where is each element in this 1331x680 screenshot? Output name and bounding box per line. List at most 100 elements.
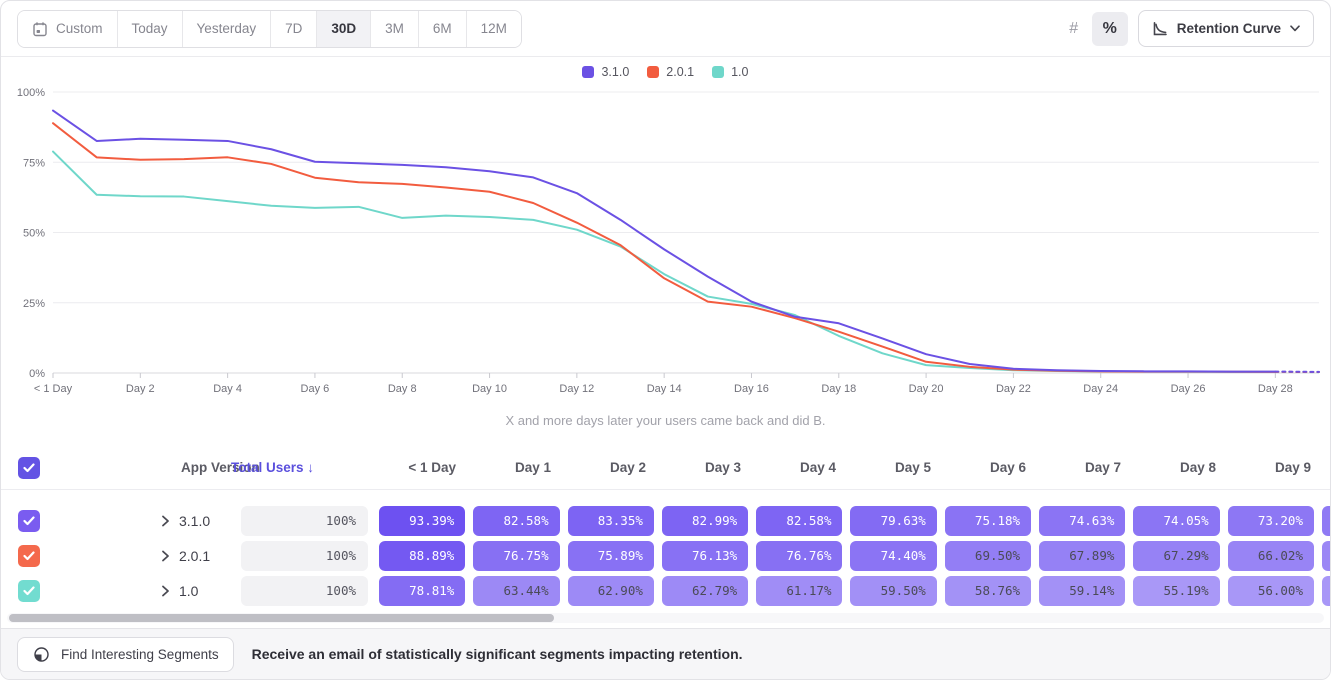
app-version-label: 3.1.0 (179, 512, 211, 529)
retention-cell[interactable]: 83.35% (567, 505, 654, 536)
calendar-icon (32, 21, 48, 37)
column-header-day[interactable]: Day 7 (1084, 460, 1121, 475)
range-label: 12M (480, 21, 507, 36)
retention-cell[interactable]: 67.29% (1133, 540, 1220, 571)
retention-cell[interactable]: 62.79% (661, 575, 749, 606)
range-12m[interactable]: 12M (466, 10, 521, 47)
retention-cell[interactable]: 55.19% (1133, 575, 1220, 606)
select-all-checkbox[interactable] (18, 456, 40, 479)
retention-cell[interactable]: 73.20% (1227, 505, 1314, 536)
column-header-day[interactable]: Day 4 (799, 460, 836, 475)
range-30d[interactable]: 30D (317, 10, 372, 47)
svg-text:Day 22: Day 22 (996, 383, 1031, 395)
range-label: Custom (56, 21, 103, 36)
retention-cell[interactable]: 76.75% (473, 540, 560, 571)
retention-cell[interactable]: 74.63% (1039, 505, 1126, 536)
column-header-app-version[interactable]: App Version (181, 460, 260, 475)
retention-line-chart: 0% 25% 50% 75% 100% < 1 Day Day 2 Day 4 Day 6 Day… (17, 87, 1320, 395)
retention-cell[interactable]: 62.90% (567, 575, 654, 606)
total-users-cell: 100% (241, 505, 368, 536)
retention-cell[interactable]: 88.89% (379, 540, 466, 571)
column-header-day[interactable]: Day 6 (989, 460, 1026, 475)
retention-cell[interactable]: 75.18% (944, 505, 1032, 536)
column-header-day[interactable]: Day 5 (894, 460, 931, 475)
retention-curve-icon (1152, 21, 1168, 37)
retention-table: App Version Total Users ↓ < 1 Day Day 1 Da… (1, 446, 1330, 623)
sort-desc-icon: ↓ (307, 460, 315, 475)
range-6m[interactable]: 6M (418, 10, 467, 47)
day-column-headers: < 1 Day Day 1 Day 2 Day 3 Day 4 Day 5 Day 6 Day… (371, 460, 1321, 475)
svg-text:50%: 50% (23, 228, 45, 240)
retention-cell[interactable]: 67.89% (1039, 540, 1126, 571)
chart-type-label: Retention Curve (1176, 21, 1281, 36)
expand-chevron-icon[interactable] (161, 515, 170, 527)
retention-cell[interactable]: 56.00% (1227, 575, 1314, 606)
chart-type-dropdown[interactable]: Retention Curve (1137, 10, 1314, 47)
retention-cell[interactable]: 82.58% (473, 505, 560, 536)
retention-cell[interactable]: 74.40% (850, 540, 937, 571)
horizontal-scrollbar[interactable] (7, 613, 1324, 623)
expand-chevron-icon[interactable] (161, 550, 170, 562)
range-label: Today (131, 21, 168, 36)
row-checkbox[interactable] (18, 509, 40, 532)
retention-cell[interactable]: 59.50% (850, 575, 937, 606)
range-3m[interactable]: 3M (371, 10, 419, 47)
retention-cell[interactable]: 59.14% (1039, 575, 1126, 606)
retention-cell[interactable]: 76.13% (661, 540, 749, 571)
retention-cell[interactable]: 79.63% (850, 505, 937, 536)
date-range-group: Custom Today Yesterday 7D 30D 3M 6M 12M (17, 9, 522, 48)
retention-cell[interactable]: 58.76% (944, 575, 1032, 606)
svg-text:< 1 Day: < 1 Day (34, 383, 73, 395)
svg-text:75%: 75% (23, 157, 45, 169)
retention-cell[interactable]: 61.17% (756, 575, 843, 606)
retention-cell[interactable]: 74.05% (1133, 505, 1220, 536)
retention-cell[interactable]: 93.39% (379, 505, 466, 536)
range-label: 7D (285, 21, 303, 36)
svg-text:0%: 0% (29, 368, 45, 380)
table-body: 3.1.0 100% 93.39% 82.58% 83.35% 82.99% 82.58% 7… (1, 490, 1330, 608)
expand-chevron-icon[interactable] (161, 585, 170, 597)
count-mode-icon[interactable]: # (1069, 19, 1079, 37)
retention-cell[interactable]: 82.58% (756, 505, 843, 536)
svg-text:Day 16: Day 16 (734, 383, 769, 395)
legend-item[interactable]: 3.1.0 (582, 65, 629, 79)
column-header-day[interactable]: Day 1 (514, 460, 551, 475)
range-custom[interactable]: Custom (18, 10, 118, 47)
range-label: 6M (432, 21, 452, 36)
retention-cell[interactable]: 63.44% (473, 575, 560, 606)
column-header-total-users[interactable]: Total Users ↓ (231, 460, 371, 475)
retention-cell[interactable]: 66.02% (1227, 540, 1314, 571)
chevron-down-icon (1290, 25, 1300, 32)
app-version-label: 2.0.1 (179, 547, 211, 564)
retention-cell[interactable]: 75.89% (567, 540, 654, 571)
column-header-day[interactable]: < 1 Day (408, 460, 456, 475)
footer-message: Receive an email of statistically signif… (251, 646, 743, 662)
scrollbar-thumb[interactable] (9, 614, 554, 622)
column-header-day[interactable]: Day 2 (609, 460, 646, 475)
column-header-day[interactable]: Day 8 (1179, 460, 1216, 475)
column-header-day[interactable]: Day 9 (1274, 460, 1311, 475)
retention-chart: 0% 25% 50% 75% 100% < 1 Day Day 2 Day 4 Day 6 Day… (1, 57, 1330, 446)
legend-item[interactable]: 1.0 (712, 65, 749, 79)
retention-cell[interactable]: 78.81% (379, 575, 466, 606)
retention-cell[interactable]: 82.99% (661, 505, 749, 536)
row-checkbox[interactable] (18, 579, 40, 602)
svg-text:Day 10: Day 10 (472, 383, 507, 395)
retention-cell[interactable]: 69.50% (944, 540, 1032, 571)
row-checkbox[interactable] (18, 544, 40, 567)
footer-bar: Find Interesting Segments Receive an ema… (1, 628, 1330, 679)
toolbar: Custom Today Yesterday 7D 30D 3M 6M 12M … (1, 1, 1330, 57)
retention-cell[interactable]: 76.76% (756, 540, 843, 571)
range-7d[interactable]: 7D (271, 10, 318, 47)
legend-swatch-icon (647, 66, 660, 78)
range-yesterday[interactable]: Yesterday (182, 10, 272, 47)
legend-item[interactable]: 2.0.1 (647, 65, 694, 79)
find-interesting-segments-button[interactable]: Find Interesting Segments (17, 636, 234, 672)
svg-text:Day 20: Day 20 (909, 383, 944, 395)
toolbar-right: # % Retention Curve (1056, 10, 1314, 47)
range-today[interactable]: Today (117, 10, 183, 47)
svg-text:Day 28: Day 28 (1258, 383, 1293, 395)
range-label: 30D (331, 21, 357, 36)
column-header-day[interactable]: Day 3 (704, 460, 741, 475)
percent-mode-icon[interactable]: % (1091, 11, 1128, 46)
